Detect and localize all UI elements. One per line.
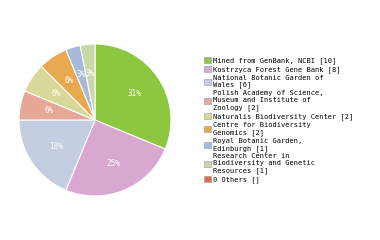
Wedge shape: [41, 50, 95, 120]
Wedge shape: [19, 120, 95, 190]
Wedge shape: [19, 91, 95, 120]
Text: 31%: 31%: [127, 89, 141, 98]
Text: 6%: 6%: [51, 89, 60, 98]
Text: 25%: 25%: [106, 159, 120, 168]
Text: 6%: 6%: [64, 76, 73, 85]
Wedge shape: [95, 44, 171, 149]
Text: 3%: 3%: [77, 70, 86, 79]
Text: 6%: 6%: [44, 106, 54, 115]
Text: 18%: 18%: [49, 142, 63, 151]
Wedge shape: [25, 66, 95, 120]
Legend: Mined from GenBank, NCBI [10], Kostrzyca Forest Gene Bank [8], National Botanic : Mined from GenBank, NCBI [10], Kostrzyca…: [203, 55, 355, 185]
Text: 3%: 3%: [86, 69, 95, 78]
Wedge shape: [80, 44, 95, 120]
Wedge shape: [66, 120, 165, 196]
Wedge shape: [66, 45, 95, 120]
